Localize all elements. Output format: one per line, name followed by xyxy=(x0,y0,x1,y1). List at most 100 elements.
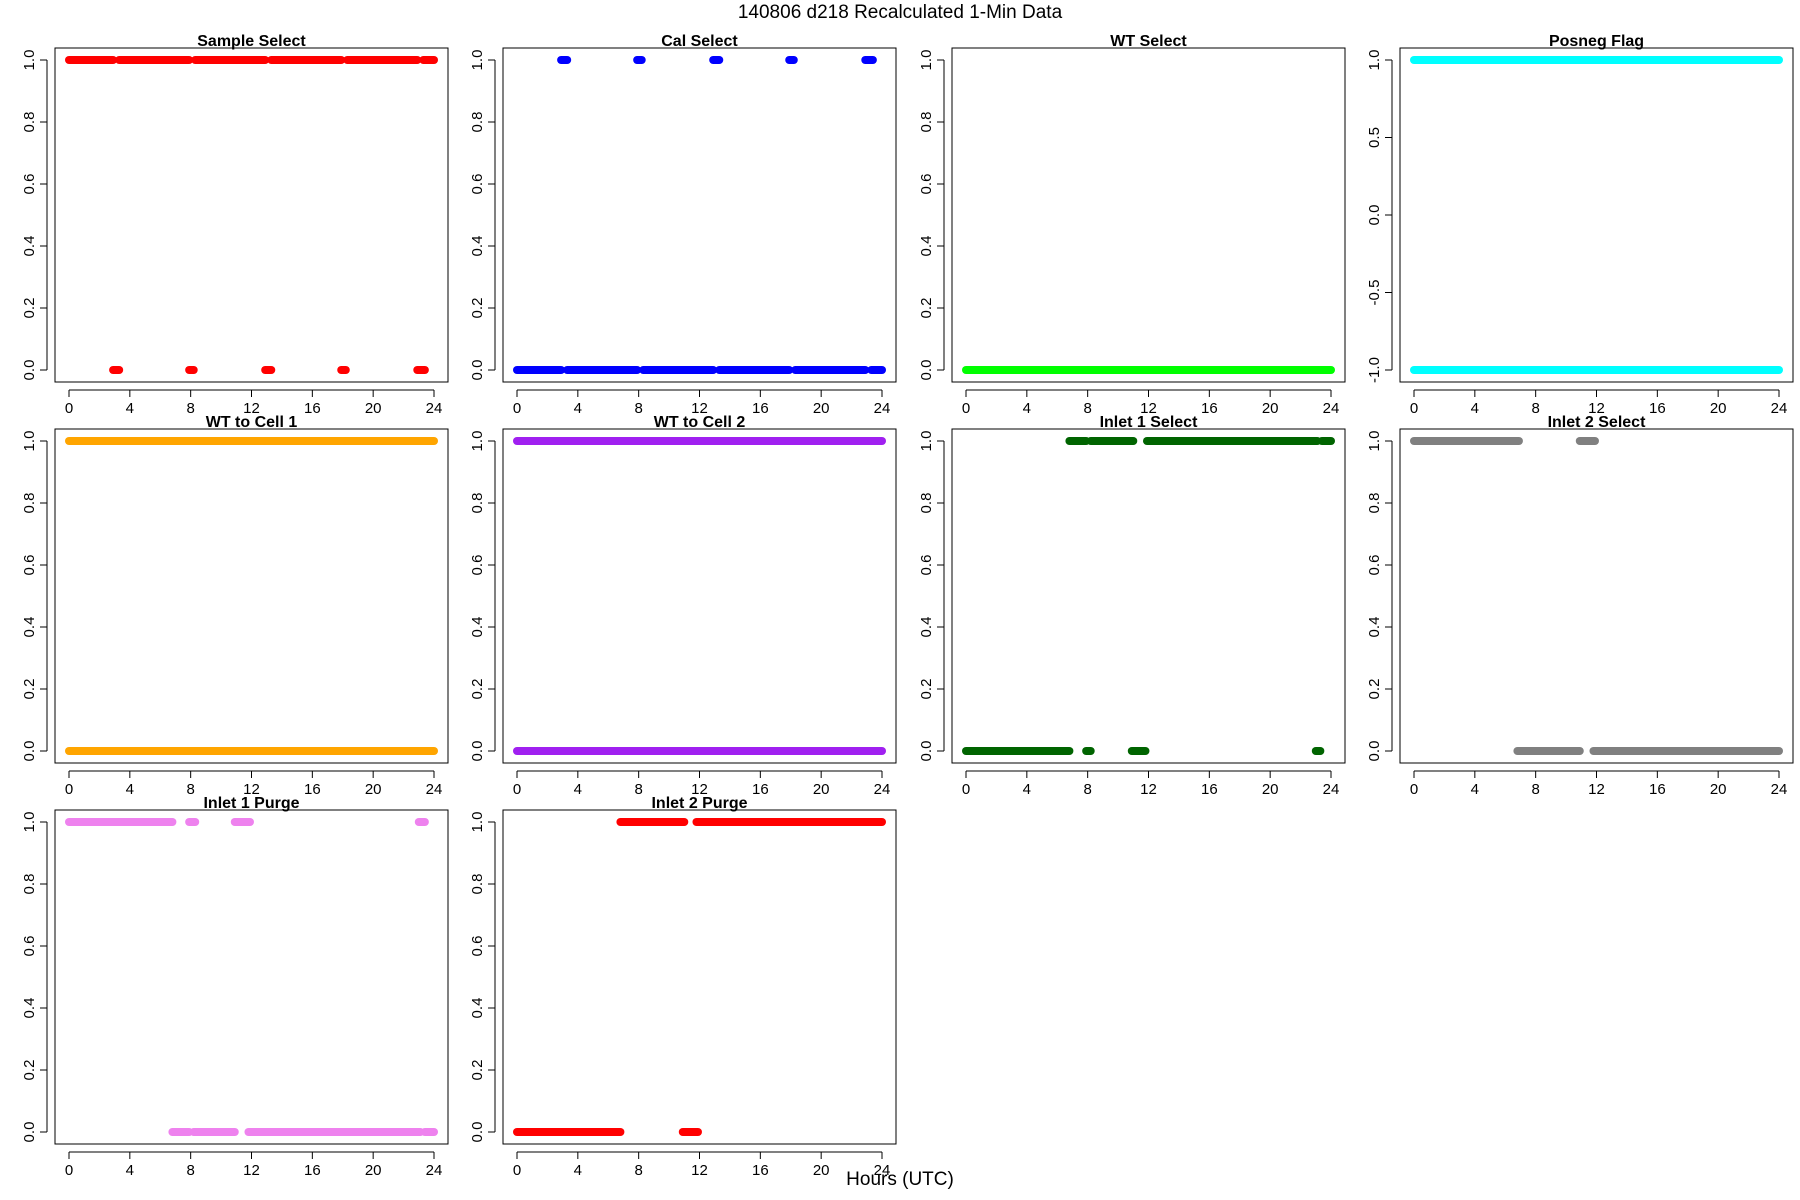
x-tick-label: 4 xyxy=(126,1162,134,1179)
x-tick-label: 4 xyxy=(574,1162,582,1179)
y-tick-label: 0.0 xyxy=(469,1122,486,1143)
y-tick-label: 0.4 xyxy=(21,236,38,257)
x-tick-label: 4 xyxy=(126,781,134,798)
panel-title: Posneg Flag xyxy=(1549,33,1644,50)
x-tick-label: 4 xyxy=(574,400,582,417)
y-tick-label: 0.2 xyxy=(918,298,935,319)
y-tick-label: 0.2 xyxy=(21,679,38,700)
x-tick-label: 16 xyxy=(1649,781,1666,798)
y-tick-label: 0.5 xyxy=(1366,127,1383,148)
x-tick-label: 12 xyxy=(1588,781,1605,798)
x-tick-label: 16 xyxy=(1201,400,1218,417)
x-tick-label: 24 xyxy=(426,781,443,798)
y-tick-label: 0.4 xyxy=(469,617,486,638)
panel-4: Posneg Flag 0 4 8 12 16 20 24 -1.0 -0.5 0.0 0.5 1.0 xyxy=(1366,33,1794,417)
x-tick-label: 12 xyxy=(243,781,260,798)
y-tick-label: 0.0 xyxy=(918,741,935,762)
plot-frame xyxy=(502,428,897,764)
y-tick-label: 1.0 xyxy=(21,431,38,452)
y-tick-label: 0.6 xyxy=(469,174,486,195)
x-tick-label: 8 xyxy=(186,400,194,417)
x-tick-label: 12 xyxy=(691,400,708,417)
x-tick-label: 16 xyxy=(304,781,321,798)
figure-xlabel: Hours (UTC) xyxy=(846,1169,954,1190)
y-tick-label: 1.0 xyxy=(1366,431,1383,452)
y-tick-label: 1.0 xyxy=(469,812,486,833)
x-tick-label: 20 xyxy=(813,1162,830,1179)
y-tick-label: 0.2 xyxy=(918,679,935,700)
x-tick-label: 20 xyxy=(365,400,382,417)
x-tick-label: 16 xyxy=(304,1162,321,1179)
y-tick-label: 0.8 xyxy=(469,874,486,895)
x-tick-label: 20 xyxy=(1710,781,1727,798)
x-tick-label: 0 xyxy=(65,1162,73,1179)
plot-frame xyxy=(1399,47,1794,383)
y-tick-label: 0.8 xyxy=(918,112,935,133)
x-tick-label: 4 xyxy=(1023,781,1031,798)
y-tick-label: 0.8 xyxy=(1366,493,1383,514)
y-tick-label: 0.6 xyxy=(21,936,38,957)
x-tick-label: 12 xyxy=(691,1162,708,1179)
x-tick-label: 12 xyxy=(243,400,260,417)
y-tick-label: 0.4 xyxy=(918,617,935,638)
x-tick-label: 0 xyxy=(1410,781,1418,798)
x-tick-label: 8 xyxy=(1531,781,1539,798)
y-tick-label: 0.0 xyxy=(469,741,486,762)
x-tick-label: 24 xyxy=(1771,400,1788,417)
panel-10: Inlet 2 Purge 0 4 8 12 16 20 24 0.0 0.2 0.4 0.6 0.8 1… xyxy=(469,795,897,1179)
y-tick-label: 0.6 xyxy=(918,555,935,576)
x-tick-label: 12 xyxy=(1588,400,1605,417)
x-tick-label: 20 xyxy=(813,400,830,417)
y-tick-label: 0.8 xyxy=(918,493,935,514)
x-tick-label: 16 xyxy=(752,400,769,417)
panel-title: Sample Select xyxy=(197,33,306,50)
plot-frame xyxy=(951,47,1346,383)
y-tick-label: 0.4 xyxy=(918,236,935,257)
y-tick-label: 0.2 xyxy=(21,1060,38,1081)
panel-title: Inlet 1 Purge xyxy=(203,795,299,812)
y-tick-label: 0.4 xyxy=(469,236,486,257)
x-tick-label: 4 xyxy=(1471,781,1479,798)
x-tick-label: 20 xyxy=(1262,400,1279,417)
y-tick-label: 0.6 xyxy=(21,555,38,576)
x-tick-label: 24 xyxy=(426,400,443,417)
y-tick-label: 0.0 xyxy=(918,360,935,381)
x-tick-label: 12 xyxy=(1140,781,1157,798)
panels-grid: Sample Select 0 4 8 12 16 20 24 0.0 0.2 0.4 0.6 0.8 1… xyxy=(21,33,1794,1179)
y-tick-label: 0.0 xyxy=(469,360,486,381)
panel-7: Inlet 1 Select 0 4 8 12 16 20 24 0.0 0.2 0.4 0.6 0.8… xyxy=(918,414,1346,798)
x-tick-label: 4 xyxy=(1471,400,1479,417)
y-tick-label: 0.0 xyxy=(21,360,38,381)
x-tick-label: 12 xyxy=(243,1162,260,1179)
x-tick-label: 16 xyxy=(752,781,769,798)
y-tick-label: 0.2 xyxy=(21,298,38,319)
y-tick-label: 0.0 xyxy=(1366,741,1383,762)
x-tick-label: 4 xyxy=(574,781,582,798)
y-tick-label: 0.4 xyxy=(21,998,38,1019)
y-tick-label: 0.4 xyxy=(1366,617,1383,638)
x-tick-label: 4 xyxy=(1023,400,1031,417)
panel-5: WT to Cell 1 0 4 8 12 16 20 24 0.0 0.2 0.4 0.6 0.8 1.… xyxy=(21,414,449,798)
y-tick-label: 0.8 xyxy=(469,112,486,133)
y-tick-label: 1.0 xyxy=(1366,50,1383,71)
y-tick-label: 0.8 xyxy=(21,112,38,133)
panel-title: WT to Cell 1 xyxy=(206,414,298,431)
x-tick-label: 16 xyxy=(1649,400,1666,417)
y-tick-label: 0.2 xyxy=(469,298,486,319)
y-tick-label: 0.8 xyxy=(469,493,486,514)
plot-frame xyxy=(54,47,449,383)
x-tick-label: 24 xyxy=(426,1162,443,1179)
x-tick-label: 8 xyxy=(186,1162,194,1179)
y-tick-label: 1.0 xyxy=(469,431,486,452)
panel-6: WT to Cell 2 0 4 8 12 16 20 24 0.0 0.2 0.4 0.6 0.8 1.… xyxy=(469,414,897,798)
x-tick-label: 0 xyxy=(513,400,521,417)
plot-frame xyxy=(502,809,897,1145)
x-tick-label: 24 xyxy=(874,1162,891,1179)
y-tick-label: 1.0 xyxy=(21,812,38,833)
y-tick-label: 0.6 xyxy=(469,555,486,576)
y-tick-label: -0.5 xyxy=(1366,280,1383,306)
y-tick-label: 0.6 xyxy=(1366,555,1383,576)
y-tick-label: 0.0 xyxy=(21,1122,38,1143)
x-tick-label: 20 xyxy=(813,781,830,798)
